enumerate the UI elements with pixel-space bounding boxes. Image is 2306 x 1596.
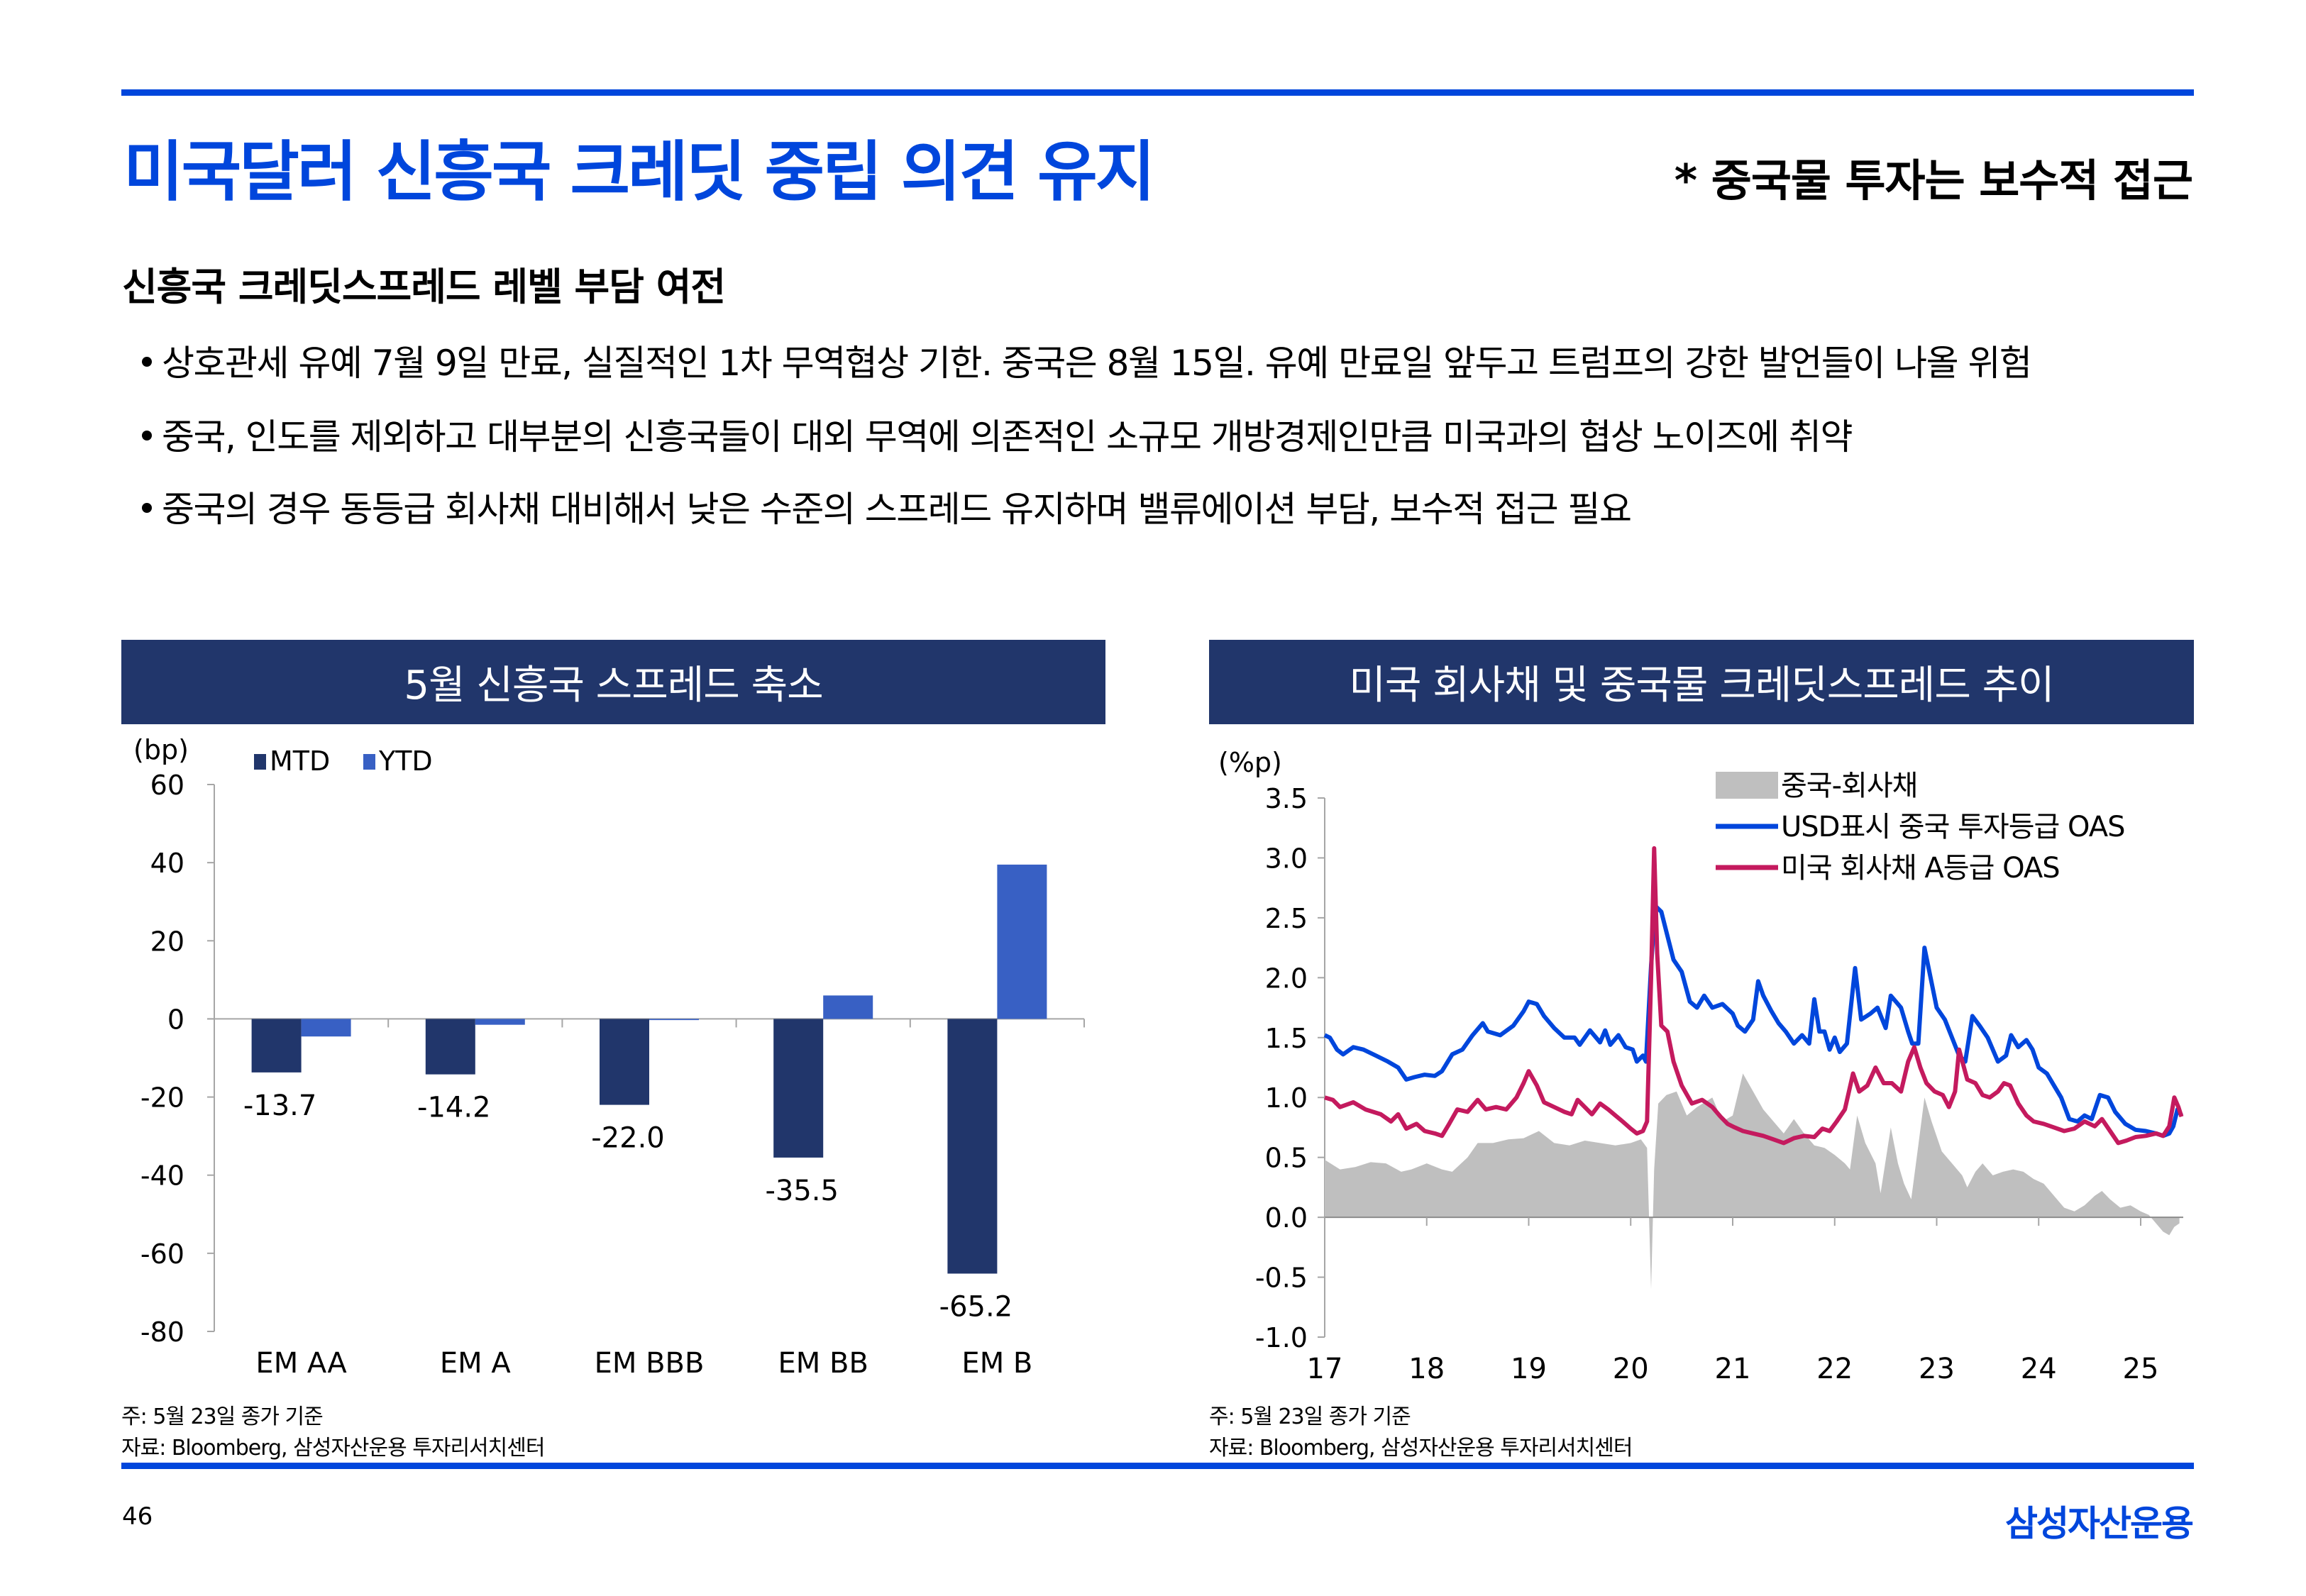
line-us-a-oas bbox=[1324, 846, 2184, 1146]
legend-label: 중국-회사채 bbox=[1781, 770, 1917, 802]
bullet-text: 상호관세 유예 7월 9일 만료, 실질적인 1차 무역협상 기한. 중국은 8… bbox=[162, 343, 2032, 384]
y-tick-label: 3.0 bbox=[1265, 843, 1308, 874]
x-tick-label: 19 bbox=[1511, 1353, 1547, 1385]
x-tick-label: 20 bbox=[1613, 1353, 1649, 1385]
page-number: 46 bbox=[122, 1502, 153, 1531]
y-tick-label: -1.0 bbox=[1255, 1322, 1308, 1353]
legend-swatch-area bbox=[1716, 772, 1778, 799]
y-tick-label: 0 bbox=[167, 1004, 184, 1035]
x-tick-label: EM AA bbox=[255, 1347, 347, 1380]
x-tick-label: EM BB bbox=[778, 1347, 868, 1380]
left-chart-header: 5월 신흥국 스프레드 축소 bbox=[121, 640, 1105, 724]
line-china-ig-oas bbox=[1323, 904, 2183, 1138]
data-label: -65.2 bbox=[939, 1290, 1013, 1323]
page-title: 미국달러 신흥국 크레딧 중립 의견 유지 bbox=[123, 134, 1155, 210]
y-axis-unit: (bp) bbox=[133, 734, 189, 765]
mtd-bar bbox=[425, 1019, 475, 1075]
section-heading: 신흥국 크레딧스프레드 레벨 부담 여전 bbox=[122, 265, 726, 309]
mtd-bar bbox=[947, 1019, 998, 1274]
x-tick-label: EM BBB bbox=[595, 1347, 705, 1380]
ytd-bar bbox=[823, 995, 873, 1019]
y-tick-label: 0.0 bbox=[1265, 1202, 1308, 1234]
data-label: -14.2 bbox=[417, 1092, 491, 1124]
y-tick-label: 0.5 bbox=[1265, 1143, 1308, 1174]
ytd-bar bbox=[301, 1019, 351, 1037]
line-chart: 3.5 3.0 2.5 2.0 1.5 1.0 0.5 0.0 -0.5 -1.0 (%p) 17 18… bbox=[1218, 747, 2184, 1385]
right-chart-header: 미국 회사채 및 중국물 크레딧스프레드 추이 bbox=[1209, 640, 2194, 724]
bullet-item: 중국, 인도를 제외하고 대부분의 신흥국들이 대외 무역에 의존적인 소규모 … bbox=[142, 409, 1853, 460]
y-tick-label: -40 bbox=[140, 1160, 184, 1192]
x-tick-label: EM A bbox=[440, 1347, 512, 1380]
x-tick-label: 23 bbox=[1919, 1353, 1955, 1385]
bar-chart: 60 40 20 0 -20 -40 -60 -80 (bp) -13.7 EM AA -14.2 EM… bbox=[133, 734, 1085, 1380]
data-label: -22.0 bbox=[591, 1122, 665, 1155]
y-tick-label: 2.5 bbox=[1265, 903, 1308, 934]
brand-logo: 삼성자산운용 bbox=[2005, 1503, 2194, 1544]
bullet-text: 중국, 인도를 제외하고 대부분의 신흥국들이 대외 무역에 의존적인 소규모 … bbox=[162, 416, 1853, 458]
ytd-bar bbox=[997, 864, 1047, 1019]
bullet-item: 중국의 경우 동등급 회사채 대비해서 낮은 수준의 스프레드 유지하며 밸류에… bbox=[142, 481, 1632, 532]
area-china-minus-corp bbox=[1325, 1073, 2180, 1290]
right-chart-source: 자료: Bloomberg, 삼성자산운용 투자리서치센터 bbox=[1209, 1436, 1633, 1461]
data-label: -35.5 bbox=[765, 1175, 839, 1207]
y-tick-label: 40 bbox=[150, 848, 184, 879]
left-chart-note: 주: 5월 23일 종가 기준 bbox=[121, 1404, 324, 1429]
legend-label: USD표시 중국 투자등급 OAS bbox=[1781, 811, 2125, 843]
ytd-bar bbox=[649, 1019, 699, 1021]
y-tick-label: 1.5 bbox=[1265, 1023, 1308, 1054]
right-chart-note: 주: 5월 23일 종가 기준 bbox=[1209, 1404, 1411, 1429]
y-tick-label: -80 bbox=[140, 1317, 184, 1348]
y-tick-label: 60 bbox=[150, 770, 184, 801]
legend-label: MTD bbox=[270, 746, 330, 777]
y-tick-label: 1.0 bbox=[1265, 1082, 1308, 1114]
x-tick-label: 22 bbox=[1816, 1353, 1853, 1385]
bottom-divider bbox=[121, 1463, 2194, 1469]
y-tick-label: 20 bbox=[150, 926, 184, 957]
y-tick-label: 3.5 bbox=[1265, 783, 1308, 814]
x-tick-label: EM B bbox=[961, 1347, 1032, 1380]
mtd-bar bbox=[600, 1019, 649, 1105]
mtd-bar bbox=[773, 1019, 824, 1158]
mtd-bar bbox=[251, 1019, 302, 1073]
legend-label: YTD bbox=[378, 746, 433, 777]
y-tick-label: -20 bbox=[140, 1082, 184, 1114]
x-tick-label: 25 bbox=[2123, 1353, 2159, 1385]
legend-swatch-ytd bbox=[363, 754, 375, 770]
y-axis-unit: (%p) bbox=[1218, 747, 1282, 778]
ytd-bar bbox=[475, 1019, 525, 1025]
bullet-dot-icon bbox=[142, 502, 152, 513]
x-tick-label: 17 bbox=[1307, 1353, 1343, 1385]
x-tick-label: 18 bbox=[1408, 1353, 1445, 1385]
bullet-text: 중국의 경우 동등급 회사채 대비해서 낮은 수준의 스프레드 유지하며 밸류에… bbox=[162, 489, 1632, 530]
legend-label: 미국 회사채 A등급 OAS bbox=[1781, 852, 2060, 885]
bullet-dot-icon bbox=[142, 356, 152, 367]
x-tick-label: 24 bbox=[2021, 1353, 2057, 1385]
bullet-dot-icon bbox=[142, 430, 152, 440]
left-chart-source: 자료: Bloomberg, 삼성자산운용 투자리서치센터 bbox=[121, 1436, 545, 1461]
y-tick-label: 2.0 bbox=[1265, 963, 1308, 994]
data-label: -13.7 bbox=[243, 1090, 317, 1122]
y-tick-label: -60 bbox=[140, 1238, 184, 1270]
bullet-item: 상호관세 유예 7월 9일 만료, 실질적인 1차 무역협상 기한. 중국은 8… bbox=[142, 335, 2032, 386]
x-tick-label: 21 bbox=[1715, 1353, 1751, 1385]
page-subtitle: * 중국물 투자는 보수적 접근 bbox=[1674, 155, 2193, 206]
y-tick-label: -0.5 bbox=[1255, 1263, 1308, 1294]
top-divider bbox=[121, 89, 2194, 96]
legend-swatch-mtd bbox=[254, 754, 266, 770]
